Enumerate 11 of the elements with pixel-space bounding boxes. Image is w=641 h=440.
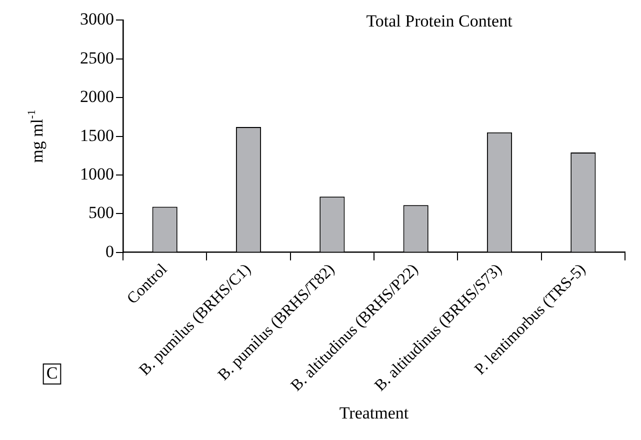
x-axis-title: Treatment <box>339 403 409 422</box>
chart-title: Total Protein Content <box>366 12 513 31</box>
y-tick-label: 1500 <box>80 126 114 145</box>
y-tick-label: 0 <box>106 242 114 261</box>
y-tick-label: 1000 <box>80 164 114 184</box>
y-tick-label: 3000 <box>80 10 114 29</box>
y-tick-label: 2000 <box>80 87 114 106</box>
text: C <box>46 363 58 382</box>
y-tick-label: 500 <box>88 203 114 222</box>
y-axis-title: mg ml-1 <box>26 110 46 163</box>
y-tick-label: 2500 <box>80 48 114 68</box>
